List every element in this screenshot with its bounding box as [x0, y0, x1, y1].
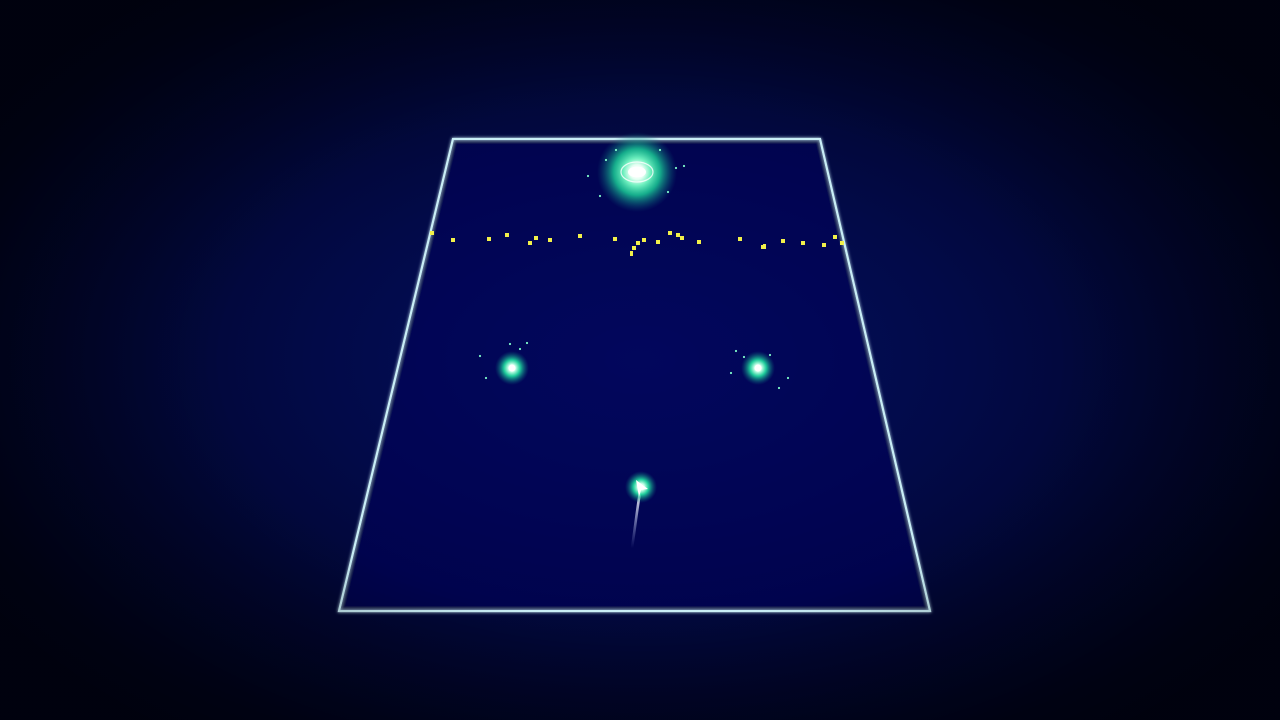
spark [786, 376, 790, 380]
barrier-particle [697, 240, 701, 244]
spark [525, 341, 529, 345]
barrier-particle [680, 236, 684, 240]
spark [478, 354, 482, 358]
barrier-particle [840, 241, 844, 245]
barrier-particle [781, 239, 785, 243]
barrier-particle [534, 236, 538, 240]
enemy-orb-right [741, 351, 775, 385]
barrier-particle [668, 231, 672, 235]
barrier-particle [451, 238, 455, 242]
spark [682, 164, 686, 168]
spark [604, 158, 608, 162]
spark [586, 174, 590, 178]
barrier-particle [763, 244, 766, 249]
spark [598, 194, 602, 198]
barrier-particle [578, 234, 582, 238]
barrier-particle [430, 231, 434, 235]
barrier-particle [548, 238, 552, 242]
barrier-particle [487, 237, 491, 241]
barrier-particle [505, 233, 509, 237]
spark [508, 342, 512, 346]
spark [742, 355, 746, 359]
spark [484, 376, 488, 380]
spark [518, 347, 522, 351]
spark [658, 148, 662, 152]
barrier-particle [642, 238, 646, 242]
target-orb [597, 132, 677, 212]
barrier-particle [738, 237, 742, 241]
spark [729, 371, 733, 375]
barrier-particle [801, 241, 805, 245]
spark [768, 353, 772, 357]
spark [734, 349, 738, 353]
barrier-particle [833, 235, 837, 239]
barrier-particle [676, 233, 680, 237]
spark [674, 166, 678, 170]
barrier-particle [630, 251, 633, 256]
spark [777, 386, 781, 390]
barrier-particle [613, 237, 617, 241]
spark [614, 148, 618, 152]
barrier-particle [656, 240, 660, 244]
enemy-orb-left [495, 351, 529, 385]
barrier-particle [636, 241, 640, 245]
spark [666, 190, 670, 194]
barrier-particle [632, 246, 636, 250]
barrier-particle [822, 243, 826, 247]
barrier-particle [528, 241, 532, 245]
